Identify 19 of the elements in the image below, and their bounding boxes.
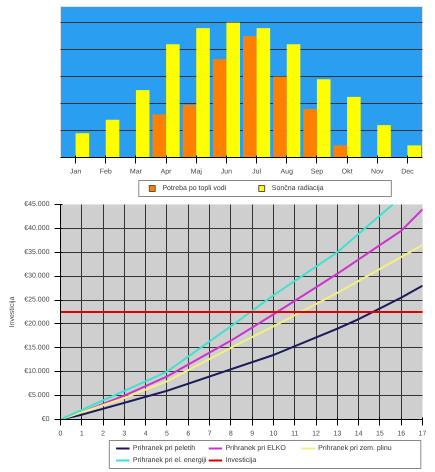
bar <box>196 28 210 158</box>
bar <box>166 44 180 158</box>
bar <box>212 59 226 158</box>
bar <box>152 114 166 158</box>
bar <box>286 44 300 158</box>
bar <box>106 120 120 158</box>
bar <box>136 90 150 158</box>
bar <box>243 36 257 158</box>
bar <box>182 104 196 158</box>
bar <box>316 79 330 158</box>
bar <box>303 108 317 158</box>
bar <box>273 76 287 158</box>
bar <box>377 125 391 158</box>
bar <box>347 96 361 158</box>
bar <box>256 28 270 158</box>
bar <box>334 145 348 158</box>
bar <box>76 133 90 158</box>
bar <box>407 145 421 158</box>
bar <box>226 22 240 158</box>
